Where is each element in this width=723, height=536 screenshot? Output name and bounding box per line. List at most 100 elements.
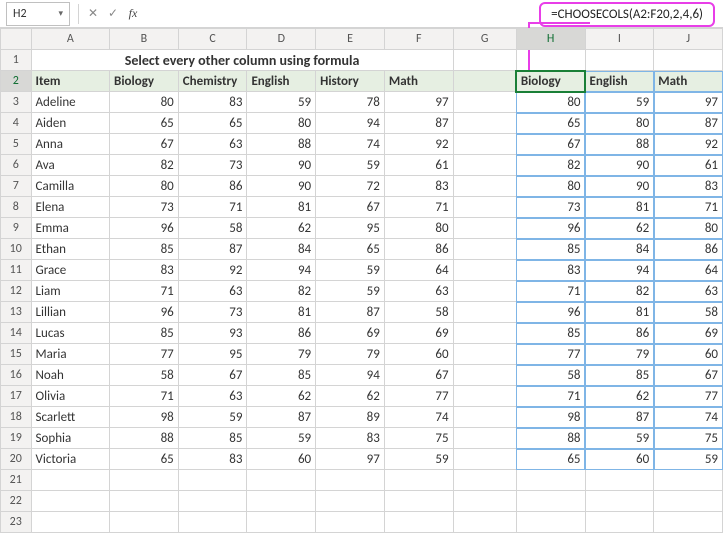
value-cell[interactable]: 67 [110, 134, 179, 155]
spill-cell[interactable]: 80 [516, 176, 585, 197]
value-cell[interactable]: 61 [384, 155, 453, 176]
value-cell[interactable]: 83 [316, 428, 385, 449]
spill-cell[interactable]: 58 [654, 302, 723, 323]
value-cell[interactable]: 87 [178, 239, 247, 260]
value-cell[interactable]: 80 [384, 218, 453, 239]
cell[interactable] [585, 491, 654, 512]
cell[interactable] [453, 323, 516, 344]
cell[interactable] [453, 386, 516, 407]
cell[interactable] [453, 302, 516, 323]
row-header-22[interactable]: 22 [1, 491, 32, 512]
value-cell[interactable]: 82 [247, 281, 316, 302]
cell[interactable] [654, 50, 723, 71]
cell[interactable] [453, 92, 516, 113]
cell[interactable] [31, 470, 110, 491]
value-cell[interactable]: 59 [316, 155, 385, 176]
spill-cell[interactable]: 69 [654, 323, 723, 344]
value-cell[interactable]: 83 [178, 449, 247, 470]
value-cell[interactable]: 86 [178, 176, 247, 197]
cell[interactable] [453, 407, 516, 428]
value-cell[interactable]: 94 [316, 365, 385, 386]
row-header-4[interactable]: 4 [1, 113, 32, 134]
spill-cell[interactable]: 58 [516, 365, 585, 386]
value-cell[interactable]: 80 [110, 92, 179, 113]
row-header-17[interactable]: 17 [1, 386, 32, 407]
col-header-B[interactable]: B [110, 29, 179, 50]
value-cell[interactable]: 85 [110, 323, 179, 344]
cell[interactable] [654, 512, 723, 533]
spill-cell[interactable]: 83 [516, 260, 585, 281]
spill-cell[interactable]: 96 [516, 218, 585, 239]
row-header-21[interactable]: 21 [1, 470, 32, 491]
spill-cell[interactable]: 81 [585, 302, 654, 323]
spill-cell[interactable]: 59 [585, 92, 654, 113]
value-cell[interactable]: 83 [178, 92, 247, 113]
cell[interactable] [384, 491, 453, 512]
col-header-H[interactable]: H [516, 29, 585, 50]
spill-cell[interactable]: 61 [654, 155, 723, 176]
value-cell[interactable]: 71 [110, 281, 179, 302]
left-header[interactable]: English [247, 71, 316, 92]
value-cell[interactable]: 65 [110, 113, 179, 134]
spill-cell[interactable]: 80 [654, 218, 723, 239]
value-cell[interactable]: 73 [178, 302, 247, 323]
col-header-I[interactable]: I [585, 29, 654, 50]
spill-cell[interactable]: 82 [585, 281, 654, 302]
spill-cell[interactable]: 96 [516, 302, 585, 323]
row-header-23[interactable]: 23 [1, 512, 32, 533]
value-cell[interactable]: 59 [316, 260, 385, 281]
spill-cell[interactable]: 85 [516, 323, 585, 344]
row-header-5[interactable]: 5 [1, 134, 32, 155]
cell[interactable] [453, 365, 516, 386]
cell[interactable] [654, 491, 723, 512]
name-cell[interactable]: Maria [31, 344, 110, 365]
cell[interactable] [31, 512, 110, 533]
value-cell[interactable]: 60 [247, 449, 316, 470]
row-header-12[interactable]: 12 [1, 281, 32, 302]
value-cell[interactable]: 77 [110, 344, 179, 365]
value-cell[interactable]: 59 [316, 281, 385, 302]
spill-cell[interactable]: 90 [585, 155, 654, 176]
col-header-J[interactable]: J [654, 29, 723, 50]
spreadsheet-grid[interactable]: ABCDEFGHIJ 1Select every other column us… [0, 28, 723, 533]
value-cell[interactable]: 85 [110, 239, 179, 260]
value-cell[interactable]: 62 [316, 386, 385, 407]
col-header-D[interactable]: D [247, 29, 316, 50]
left-header[interactable]: Biology [110, 71, 179, 92]
cell[interactable] [384, 470, 453, 491]
name-cell[interactable]: Olivia [31, 386, 110, 407]
cell[interactable] [516, 491, 585, 512]
value-cell[interactable]: 89 [316, 407, 385, 428]
spill-cell[interactable]: 79 [585, 344, 654, 365]
value-cell[interactable]: 96 [110, 302, 179, 323]
value-cell[interactable]: 84 [247, 239, 316, 260]
value-cell[interactable]: 97 [316, 449, 385, 470]
value-cell[interactable]: 86 [384, 239, 453, 260]
value-cell[interactable]: 94 [247, 260, 316, 281]
value-cell[interactable]: 80 [110, 176, 179, 197]
cell[interactable] [453, 155, 516, 176]
cell[interactable] [453, 491, 516, 512]
spill-cell[interactable]: 67 [654, 365, 723, 386]
value-cell[interactable]: 77 [384, 386, 453, 407]
cell[interactable] [453, 218, 516, 239]
value-cell[interactable]: 87 [247, 407, 316, 428]
cell[interactable] [316, 470, 385, 491]
value-cell[interactable]: 85 [178, 428, 247, 449]
name-cell[interactable]: Ethan [31, 239, 110, 260]
spill-cell[interactable]: 77 [516, 344, 585, 365]
value-cell[interactable]: 64 [384, 260, 453, 281]
value-cell[interactable]: 67 [178, 365, 247, 386]
row-header-15[interactable]: 15 [1, 344, 32, 365]
cell[interactable] [453, 176, 516, 197]
spill-cell[interactable]: 85 [516, 239, 585, 260]
value-cell[interactable]: 58 [384, 302, 453, 323]
spill-cell[interactable]: 86 [585, 323, 654, 344]
value-cell[interactable]: 93 [178, 323, 247, 344]
col-header-F[interactable]: F [384, 29, 453, 50]
value-cell[interactable]: 60 [384, 344, 453, 365]
value-cell[interactable]: 72 [316, 176, 385, 197]
title-cell[interactable]: Select every other column using formula [31, 50, 453, 71]
row-header-3[interactable]: 3 [1, 92, 32, 113]
value-cell[interactable]: 63 [384, 281, 453, 302]
